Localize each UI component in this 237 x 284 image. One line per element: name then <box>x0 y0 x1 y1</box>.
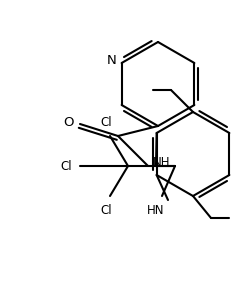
Text: NH: NH <box>153 156 171 168</box>
Text: HN: HN <box>147 204 165 216</box>
Text: Cl: Cl <box>100 116 112 128</box>
Text: N: N <box>107 53 117 66</box>
Text: Cl: Cl <box>100 204 112 216</box>
Text: O: O <box>63 116 73 128</box>
Text: Cl: Cl <box>60 160 72 172</box>
